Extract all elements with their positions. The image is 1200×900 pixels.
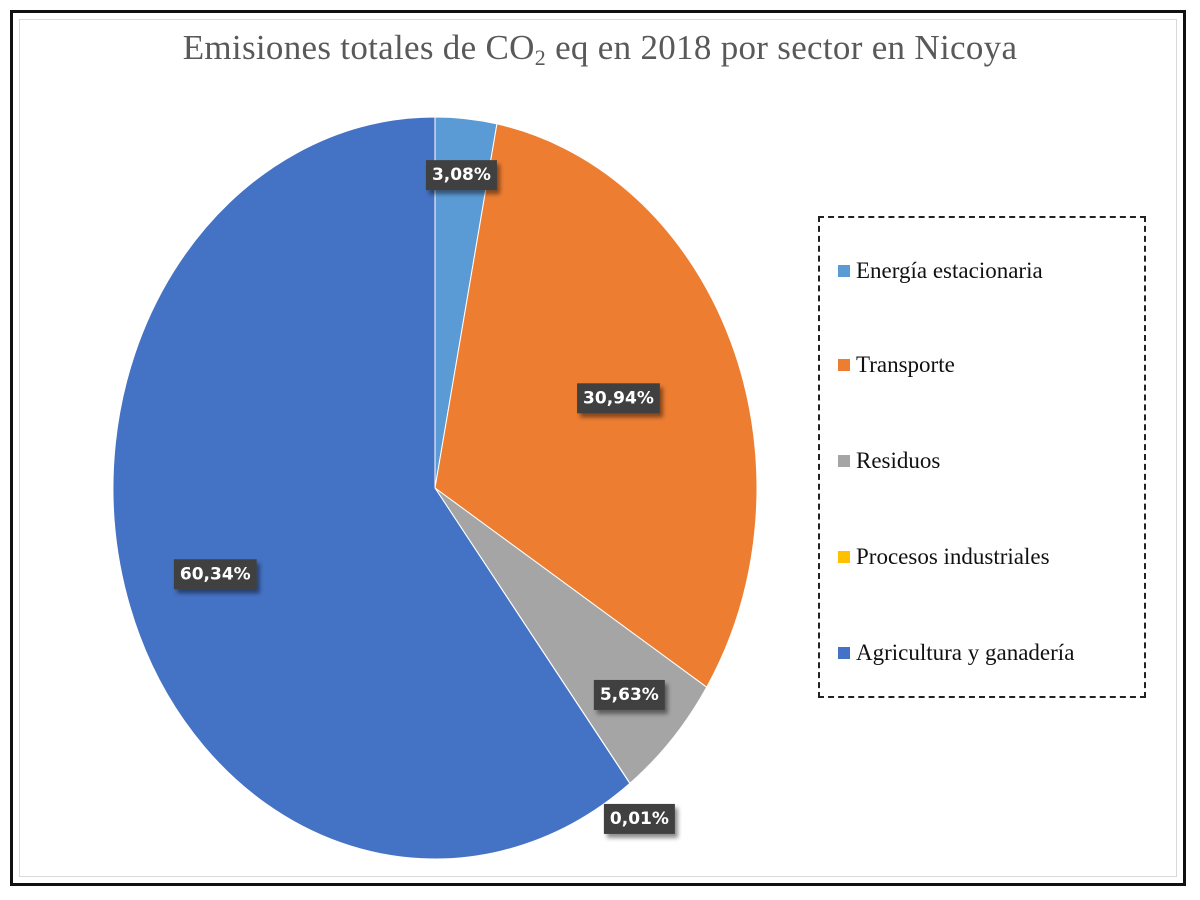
data-label-agricultura-y-ganaderia: 60,34% — [173, 559, 257, 590]
data-label-text: 30,94% — [583, 388, 654, 408]
legend-swatch — [838, 647, 850, 659]
data-label-text: 5,63% — [600, 685, 659, 705]
title-rest: eq en 2018 por sector en Nicoya — [546, 28, 1018, 67]
data-label-energia-estacionaria: 3,08% — [425, 160, 497, 191]
legend-item-agricultura: Agricultura y ganadería — [838, 636, 1074, 670]
legend-label: Transporte — [856, 352, 955, 377]
pie-slice-agricultura-y-ganaderia — [112, 116, 631, 860]
legend-swatch — [838, 455, 850, 467]
title-main: Emisiones totales de CO — [182, 28, 535, 67]
legend-item-residuos: Residuos — [838, 444, 940, 478]
legend-swatch — [838, 265, 850, 277]
chart-title: Emisiones totales de CO2 eq en 2018 por … — [0, 28, 1200, 71]
data-label-transporte: 30,94% — [577, 383, 660, 414]
data-label-procesos-industriales: 0,01% — [603, 803, 675, 834]
data-label-box — [577, 383, 660, 414]
data-label-residuos: 5,63% — [593, 679, 665, 710]
legend-swatch — [838, 359, 850, 371]
legend-swatch — [838, 551, 850, 563]
title-subscript: 2 — [534, 45, 547, 70]
data-label-text: 0,01% — [610, 809, 669, 829]
legend-label: Agricultura y ganadería — [856, 640, 1075, 665]
legend-item-energia: Energía estacionaria — [838, 254, 1043, 288]
data-label-box — [593, 679, 665, 710]
data-label-box — [603, 803, 675, 834]
legend-label: Residuos — [856, 448, 941, 473]
data-label-text: 60,34% — [180, 564, 251, 584]
legend-item-transporte: Transporte — [838, 348, 955, 382]
legend: Energía estacionaria Transporte Residuos… — [818, 216, 1146, 698]
legend-item-procesos: Procesos industriales — [838, 540, 1050, 574]
data-label-text: 3,08% — [432, 165, 491, 185]
data-label-box — [173, 559, 257, 590]
data-label-box — [425, 160, 497, 191]
legend-label: Energía estacionaria — [856, 258, 1043, 283]
legend-label: Procesos industriales — [856, 544, 1050, 569]
